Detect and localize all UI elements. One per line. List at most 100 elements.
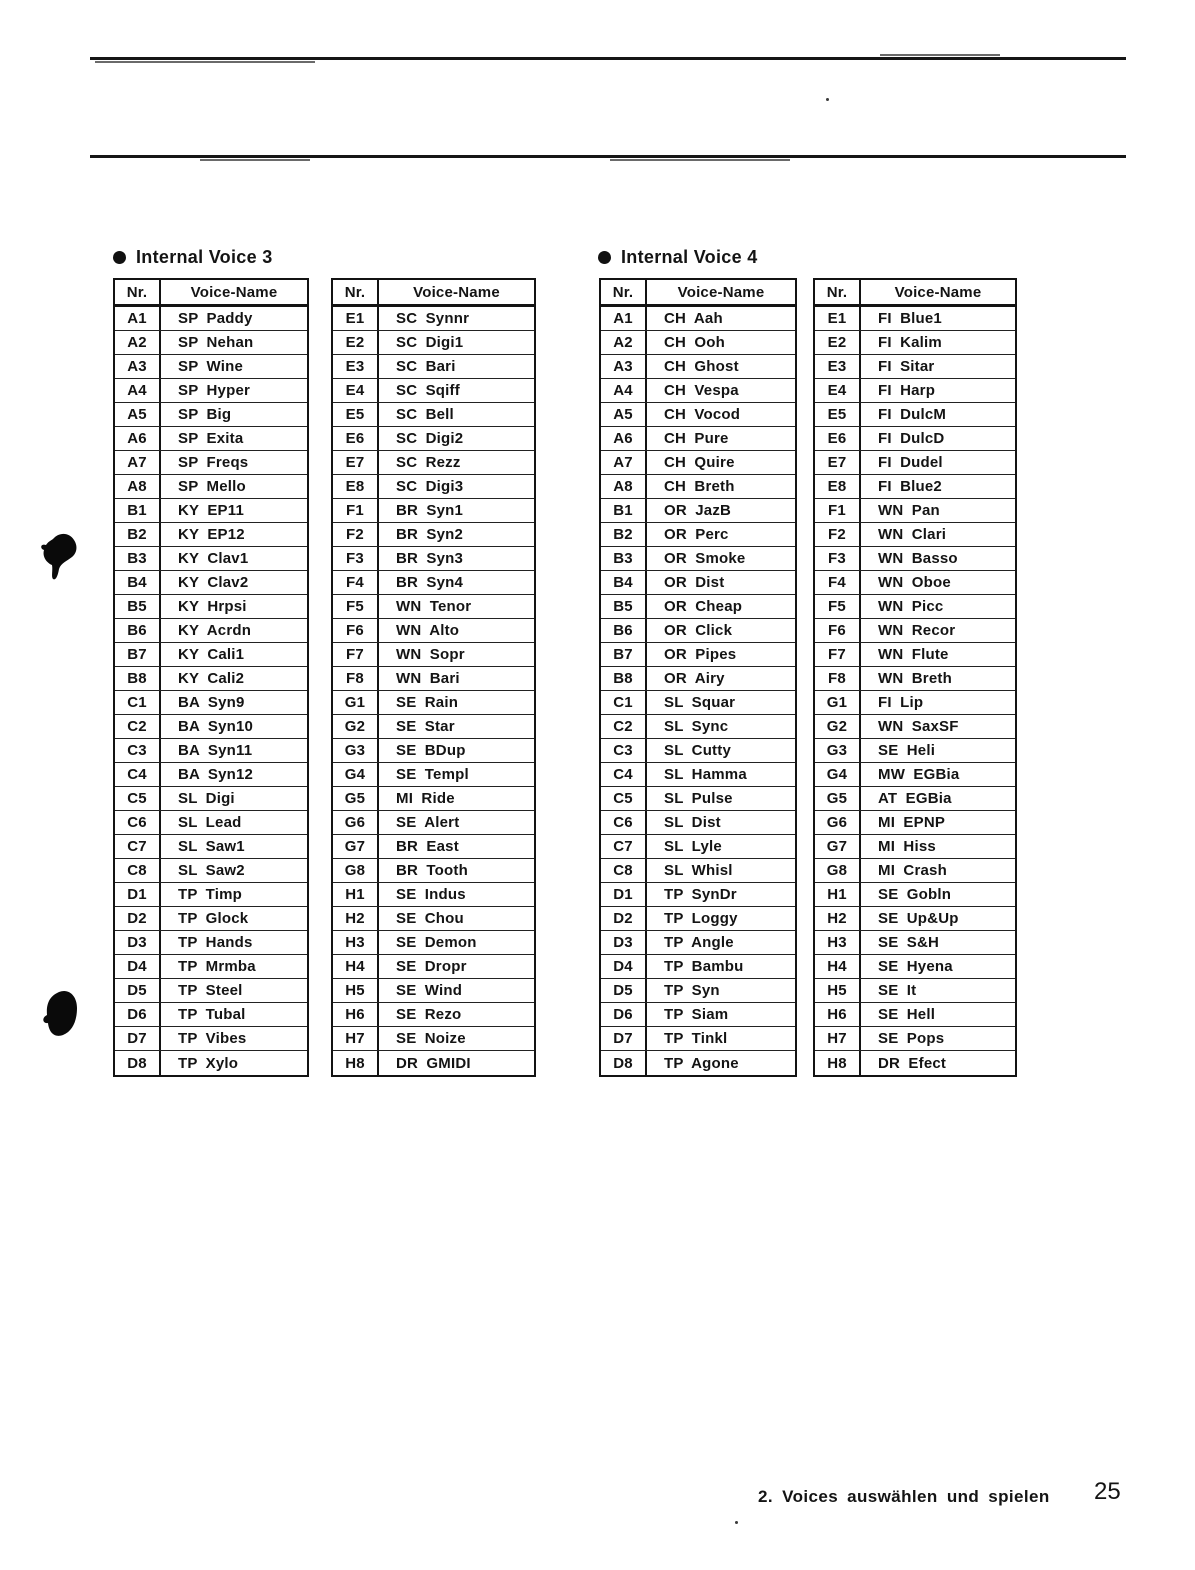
nr-cell: F6 xyxy=(815,619,861,642)
nr-cell: B4 xyxy=(601,571,647,594)
voice-name-cell: FI Blue1 xyxy=(878,310,942,327)
table-row: B6 OR Click xyxy=(601,619,795,643)
nr-cell: C8 xyxy=(115,859,161,882)
table-header-row: Nr. Voice-Name xyxy=(333,280,534,307)
table-row: G4 MW EGBia xyxy=(815,763,1015,787)
table-row: F3 BR Syn3 xyxy=(333,547,534,571)
section-header-internal-voice-3: Internal Voice 3 xyxy=(113,247,273,268)
table-row: H5 SE It xyxy=(815,979,1015,1003)
voice-name-cell: WN Oboe xyxy=(878,574,951,591)
nr-cell: F8 xyxy=(333,667,379,690)
voice-name-cell: WN Flute xyxy=(878,646,949,663)
nr-cell: B7 xyxy=(115,643,161,666)
nr-cell: B3 xyxy=(115,547,161,570)
voice-name-cell: KY EP12 xyxy=(178,526,245,543)
nr-cell: D7 xyxy=(601,1027,647,1050)
scan-smudge xyxy=(95,61,315,63)
table-row: E1 FI Blue1 xyxy=(815,307,1015,331)
footer-section-label: 2. Voices auswählen und spielen xyxy=(758,1487,1050,1506)
table-row: F5 WN Tenor xyxy=(333,595,534,619)
table-row: D5 TP Steel xyxy=(115,979,307,1003)
voice-name-column-header: Voice-Name xyxy=(677,283,765,301)
table-row: D8 TP Xylo xyxy=(115,1051,307,1075)
voice-name-cell: SE Heli xyxy=(878,742,936,759)
nr-cell: B3 xyxy=(601,547,647,570)
table-row: G1 SE Rain xyxy=(333,691,534,715)
voice-name-cell: SE Hyena xyxy=(878,958,953,975)
table-row: A4 SP Hyper xyxy=(115,379,307,403)
table-header-row: Nr. Voice-Name xyxy=(115,280,307,307)
table-row: F1 WN Pan xyxy=(815,499,1015,523)
table-row: G6 MI EPNP xyxy=(815,811,1015,835)
table-row: G3 SE Heli xyxy=(815,739,1015,763)
nr-cell: G8 xyxy=(815,859,861,882)
voice-name-cell: SC Rezz xyxy=(396,454,461,471)
table-row: C3 SL Cutty xyxy=(601,739,795,763)
nr-cell: A8 xyxy=(601,475,647,498)
voice-name-cell: BA Syn12 xyxy=(178,766,254,783)
voice-name-cell: MI Ride xyxy=(396,790,455,807)
nr-cell: E7 xyxy=(333,451,379,474)
table-row: C7 SL Saw1 xyxy=(115,835,307,859)
voice-table-iv4-a-d: Nr. Voice-Name A1 CH Aah A2 CH Ooh A3 CH Ghost A… xyxy=(599,278,797,1077)
table-row: G2 WN SaxSF xyxy=(815,715,1015,739)
table-row: C8 SL Whisl xyxy=(601,859,795,883)
nr-cell: C3 xyxy=(601,739,647,762)
voice-name-cell: SL Saw1 xyxy=(178,838,245,855)
voice-name-cell: SE Up&Up xyxy=(878,910,959,927)
voice-name-cell: CH Ghost xyxy=(664,358,739,375)
nr-cell: H6 xyxy=(333,1003,379,1026)
nr-cell: C2 xyxy=(601,715,647,738)
voice-name-cell: TP Mrmba xyxy=(178,958,256,975)
nr-cell: C1 xyxy=(115,691,161,714)
table-row: H1 SE Indus xyxy=(333,883,534,907)
nr-cell: C6 xyxy=(115,811,161,834)
nr-cell: B1 xyxy=(601,499,647,522)
nr-cell: B6 xyxy=(601,619,647,642)
scan-speck xyxy=(735,1521,738,1524)
table-row: D2 TP Loggy xyxy=(601,907,795,931)
table-row: B6 KY Acrdn xyxy=(115,619,307,643)
table-row: E5 SC Bell xyxy=(333,403,534,427)
table-row: H5 SE Wind xyxy=(333,979,534,1003)
voice-name-cell: SL Whisl xyxy=(664,862,733,879)
voice-name-cell: TP Steel xyxy=(178,982,243,999)
voice-name-cell: TP SynDr xyxy=(664,886,737,903)
table-row: C2 SL Sync xyxy=(601,715,795,739)
table-row: D7 TP Vibes xyxy=(115,1027,307,1051)
table-row: G7 MI Hiss xyxy=(815,835,1015,859)
nr-cell: F4 xyxy=(333,571,379,594)
voice-name-cell: FI Lip xyxy=(878,694,924,711)
nr-cell: H7 xyxy=(333,1027,379,1050)
voice-name-cell: TP Angle xyxy=(664,934,734,951)
voice-name-cell: SE Alert xyxy=(396,814,460,831)
nr-cell: D6 xyxy=(601,1003,647,1026)
table-row: C2 BA Syn10 xyxy=(115,715,307,739)
nr-cell: A3 xyxy=(601,355,647,378)
nr-cell: G5 xyxy=(333,787,379,810)
table-row: C7 SL Lyle xyxy=(601,835,795,859)
table-row: C6 SL Dist xyxy=(601,811,795,835)
nr-cell: D1 xyxy=(601,883,647,906)
table-row: B1 KY EP11 xyxy=(115,499,307,523)
nr-cell: C6 xyxy=(601,811,647,834)
table-row: A8 SP Mello xyxy=(115,475,307,499)
voice-name-cell: WN Picc xyxy=(878,598,944,615)
voice-name-cell: SC Digi1 xyxy=(396,334,464,351)
table-row: D5 TP Syn xyxy=(601,979,795,1003)
table-row: D1 TP SynDr xyxy=(601,883,795,907)
table-row: H7 SE Noize xyxy=(333,1027,534,1051)
voice-table-iv4-e-h: Nr. Voice-Name E1 FI Blue1 E2 FI Kalim E3 FI Si… xyxy=(813,278,1017,1077)
voice-name-cell: CH Vocod xyxy=(664,406,741,423)
nr-cell: C8 xyxy=(601,859,647,882)
nr-cell: A5 xyxy=(115,403,161,426)
nr-cell: A7 xyxy=(601,451,647,474)
voice-name-cell: TP Agone xyxy=(664,1054,739,1072)
table-row: D7 TP Tinkl xyxy=(601,1027,795,1051)
voice-name-cell: WN Recor xyxy=(878,622,956,639)
voice-name-cell: OR Dist xyxy=(664,574,725,591)
voice-name-column-header: Voice-Name xyxy=(894,283,982,301)
table-row: H3 SE S&H xyxy=(815,931,1015,955)
voice-name-cell: WN Bari xyxy=(396,670,460,687)
table-row: B7 OR Pipes xyxy=(601,643,795,667)
